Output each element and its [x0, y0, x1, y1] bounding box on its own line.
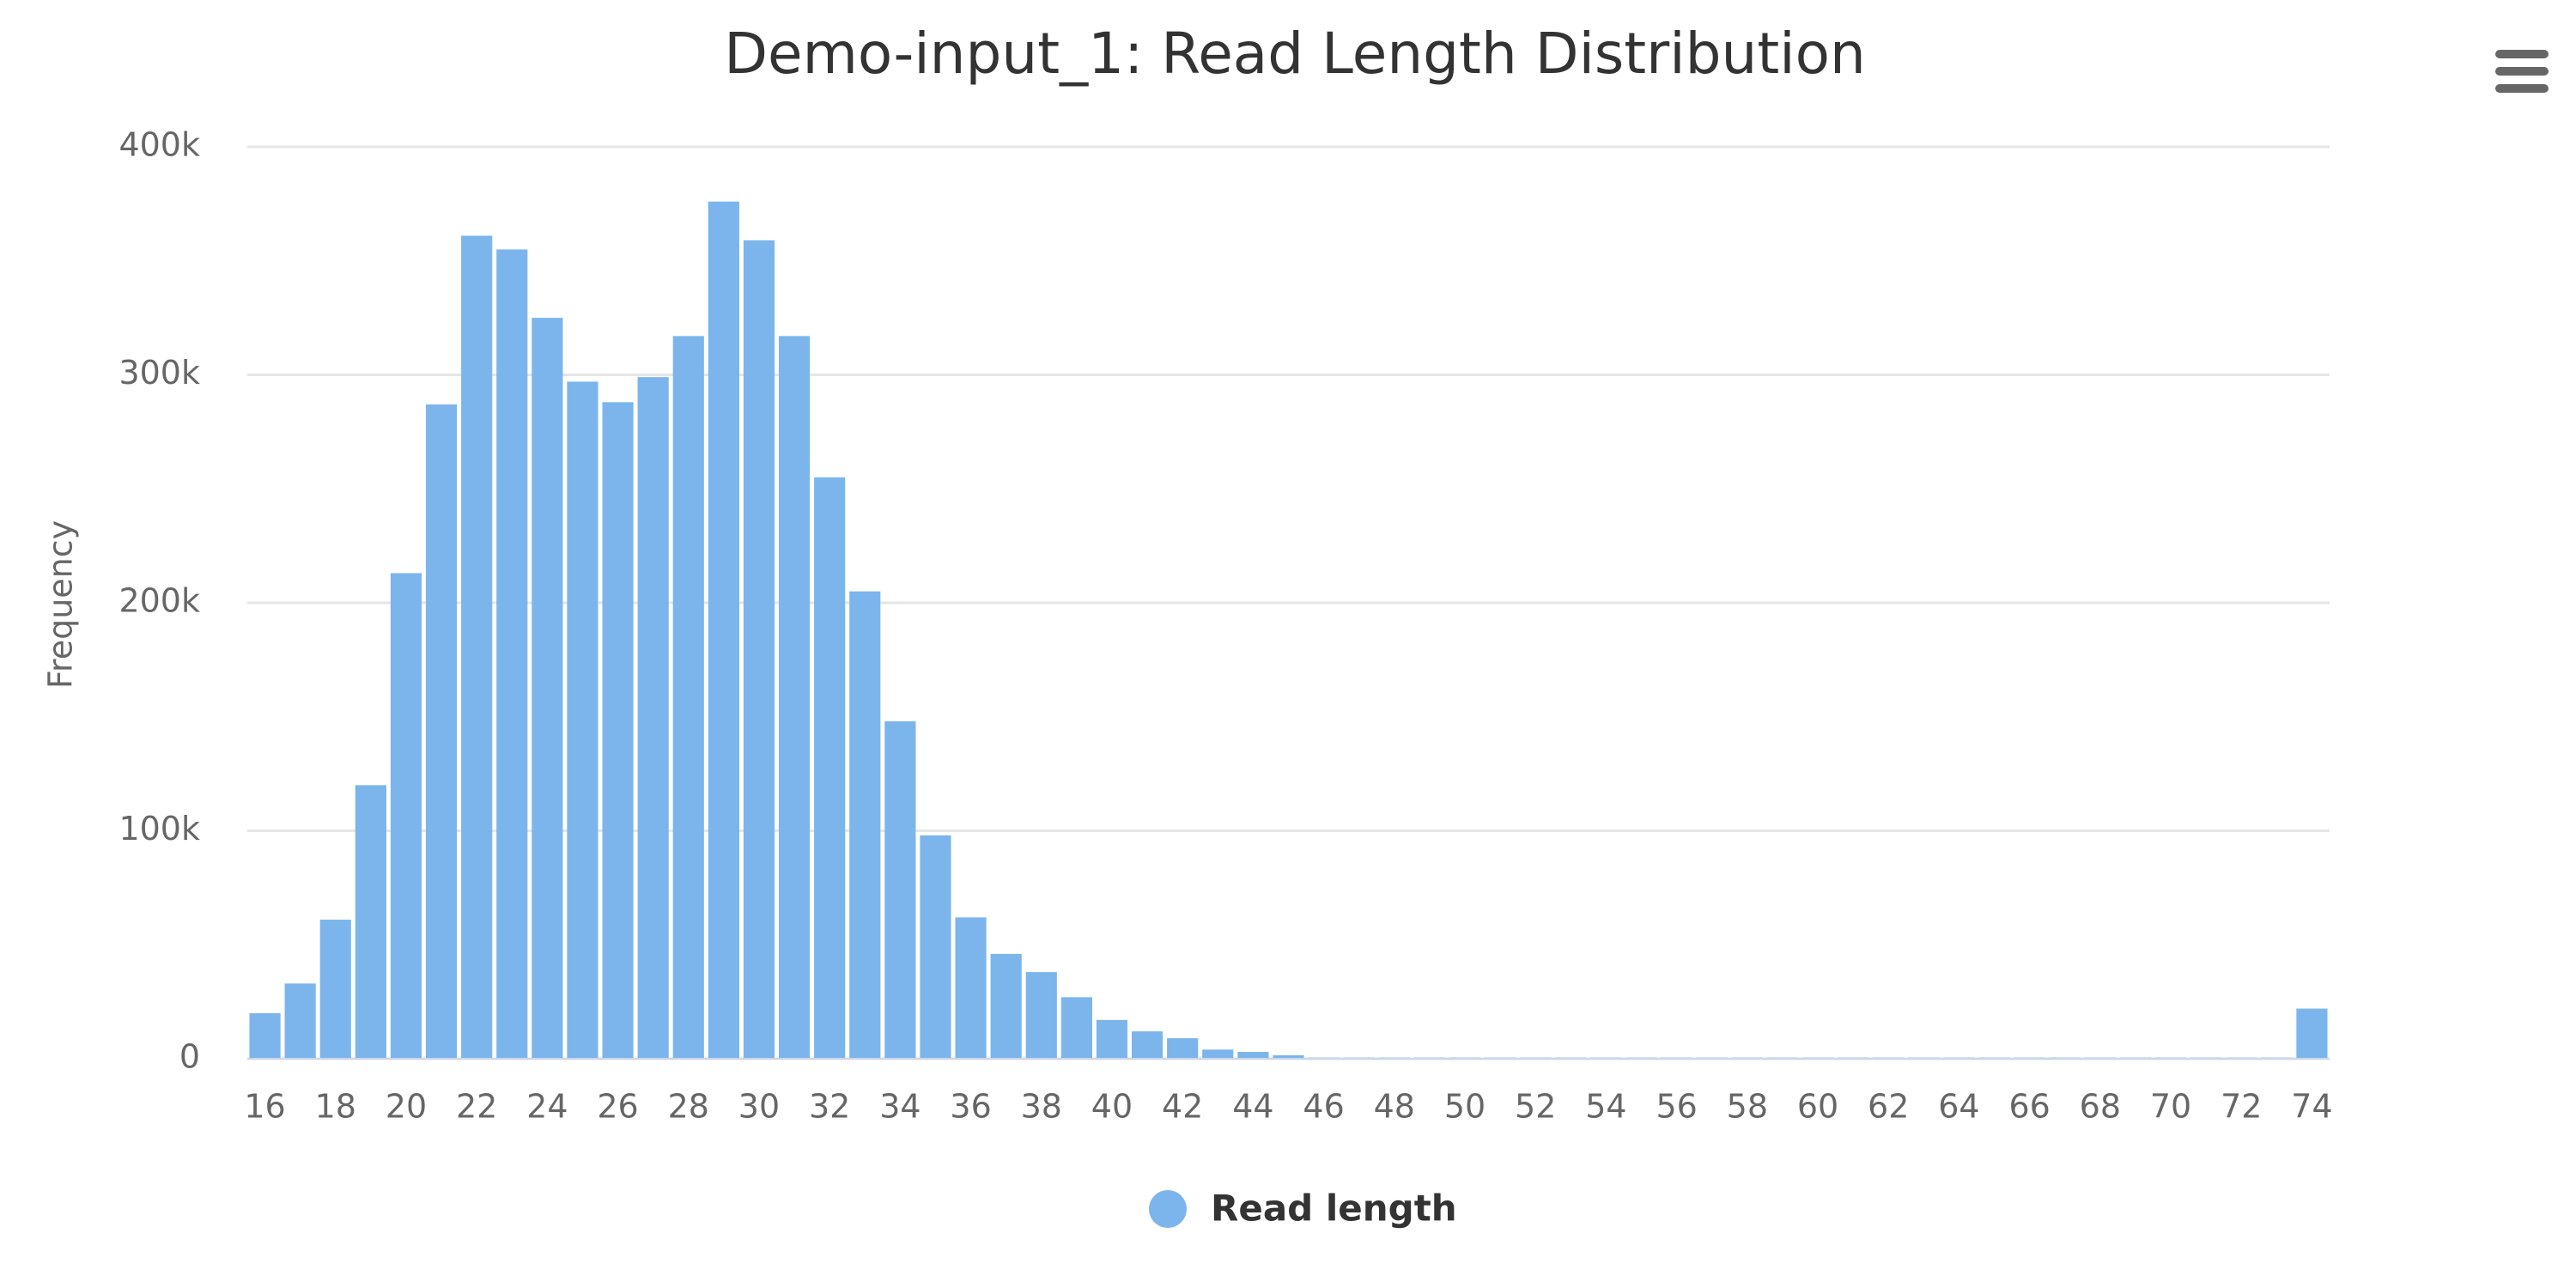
bar [920, 835, 951, 1059]
bar [532, 318, 563, 1059]
y-axis-label: Frequency [42, 520, 80, 689]
x-tick-label: 54 [1585, 1088, 1626, 1126]
x-tick-label: 74 [2291, 1088, 2332, 1126]
y-tick-label: 0 [179, 1038, 200, 1076]
x-tick-label: 30 [738, 1088, 780, 1126]
x-tick-label: 36 [950, 1088, 991, 1126]
bar [1202, 1049, 1234, 1059]
bar [284, 983, 316, 1059]
bar [602, 402, 634, 1059]
bar [743, 240, 775, 1060]
x-tick-label: 24 [526, 1088, 568, 1126]
bar [672, 336, 704, 1059]
x-tick-label: 16 [244, 1088, 285, 1126]
x-tick-label: 26 [597, 1088, 638, 1126]
y-tick-label: 300k [118, 354, 200, 392]
bar [425, 404, 458, 1059]
bar [567, 381, 598, 1060]
bar [355, 785, 386, 1059]
bar [2296, 1008, 2328, 1059]
x-tick-label: 40 [1091, 1088, 1133, 1126]
bar [1132, 1031, 1163, 1059]
bar [1273, 1055, 1304, 1059]
x-tick-label: 52 [1515, 1088, 1556, 1126]
bar [319, 920, 351, 1059]
bar [955, 917, 987, 1059]
bar [496, 249, 528, 1060]
x-tick-label: 44 [1232, 1088, 1273, 1126]
x-tick-label: 46 [1303, 1088, 1344, 1126]
x-tick-label: 50 [1444, 1088, 1485, 1126]
bar [637, 377, 669, 1059]
y-tick-label: 400k [118, 126, 200, 164]
x-tick-label: 18 [315, 1088, 356, 1126]
bar [461, 235, 493, 1059]
chart-title: Demo-input_1: Read Length Distribution [724, 21, 1866, 87]
bar [778, 336, 811, 1059]
legend-marker [1149, 1190, 1187, 1228]
x-tick-label: 60 [1797, 1088, 1838, 1126]
x-tick-label: 20 [386, 1088, 427, 1126]
bar [390, 573, 422, 1059]
x-tick-label: 62 [1868, 1088, 1909, 1126]
bar [1060, 997, 1092, 1059]
x-tick-label: 48 [1374, 1088, 1415, 1126]
x-tick-label: 68 [2080, 1088, 2121, 1126]
bar [708, 201, 739, 1060]
x-tick-label: 42 [1162, 1088, 1203, 1126]
bar [1096, 1019, 1128, 1059]
x-tick-label: 32 [809, 1088, 850, 1126]
bar [990, 953, 1022, 1059]
bar [814, 477, 846, 1059]
x-tick-label: 28 [668, 1088, 709, 1126]
bar [849, 591, 881, 1059]
x-tick-label: 22 [456, 1088, 497, 1126]
y-tick-label: 200k [118, 582, 200, 620]
x-tick-label: 34 [879, 1088, 920, 1126]
bar [1025, 972, 1057, 1059]
x-tick-label: 38 [1021, 1088, 1062, 1126]
y-tick-label: 100k [118, 810, 200, 848]
x-tick-label: 64 [1938, 1088, 1979, 1126]
bar [249, 1012, 281, 1059]
x-tick-label: 66 [2008, 1088, 2050, 1126]
x-tick-label: 70 [2150, 1088, 2191, 1126]
x-tick-label: 72 [2221, 1088, 2262, 1126]
legend-label: Read length [1211, 1188, 1457, 1230]
bar [1237, 1052, 1269, 1059]
menu-button[interactable] [2495, 50, 2549, 93]
x-tick-label: 56 [1656, 1088, 1697, 1126]
bar [884, 721, 916, 1059]
x-tick-label: 58 [1727, 1088, 1768, 1126]
bar [1167, 1038, 1199, 1059]
